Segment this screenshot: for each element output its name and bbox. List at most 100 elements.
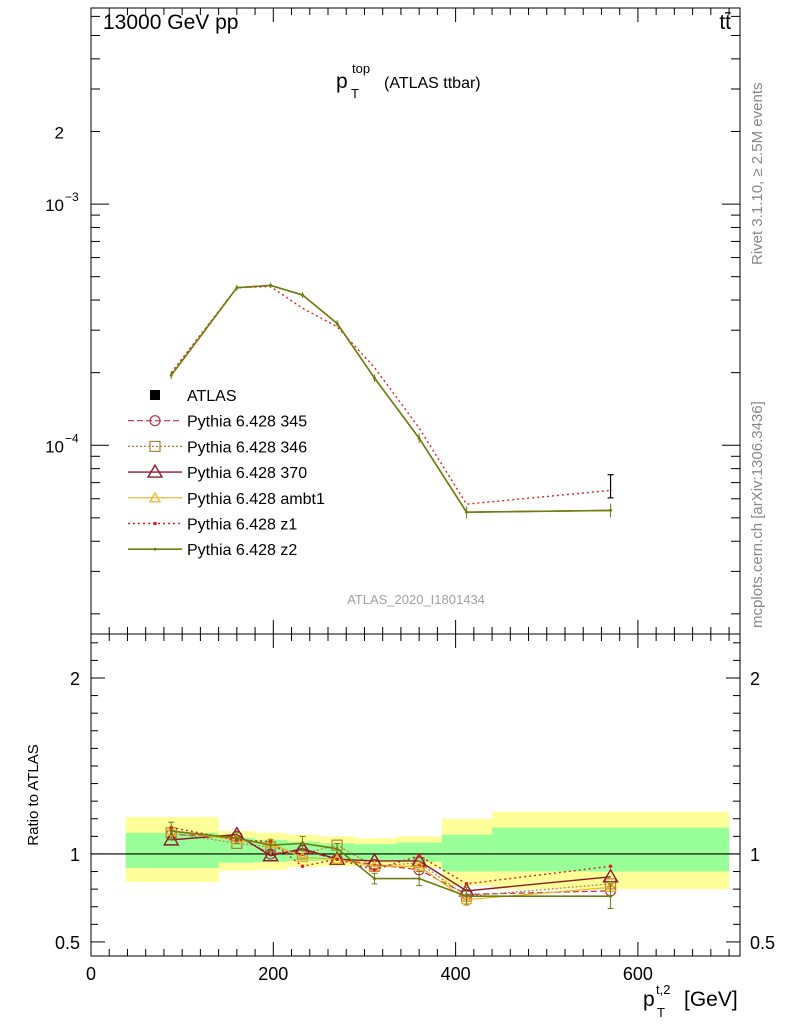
x-tick-label: 0 <box>86 964 96 984</box>
chart-title: p <box>336 70 348 93</box>
chart-title-superscript: top <box>352 61 370 76</box>
marker-z2 <box>269 843 273 847</box>
marker-ambt1 <box>331 852 344 864</box>
marker-z1 <box>335 857 339 862</box>
ratio-y-tick-label: 2 <box>70 669 80 689</box>
inner-uncertainty-band <box>492 827 730 872</box>
marker-p370 <box>162 831 180 846</box>
ratio-series-z1 <box>169 825 613 886</box>
rivet-version-label: Rivet 3.1.10, ≥ 2.5M events <box>749 83 766 266</box>
ratio-y-tick-label: 0.5 <box>55 933 80 953</box>
marker-z2 <box>335 321 339 325</box>
legend-entry-p370: Pythia 6.428 370 <box>128 463 307 482</box>
inner-uncertainty-band <box>396 842 442 862</box>
x-tick-label: 600 <box>623 964 653 984</box>
marker-z2 <box>465 894 469 898</box>
ratio-y-tick-label-right: 2 <box>750 669 760 689</box>
legend-label: Pythia 6.428 ambt1 <box>187 491 325 508</box>
marker-p345 <box>149 415 161 427</box>
ratio-uncertainty-bands <box>125 811 730 890</box>
marker-z2 <box>235 286 239 290</box>
chart-title-rest: (ATLAS ttbar) <box>384 75 481 92</box>
ratio-series-z2 <box>168 821 614 909</box>
marker-z2 <box>153 547 157 551</box>
marker-z2 <box>609 508 613 512</box>
marker-p370 <box>146 463 164 478</box>
ratio-y-tick-label: 1 <box>70 845 80 865</box>
marker-p370 <box>328 850 346 865</box>
marker-z1 <box>300 864 305 869</box>
legend-label: ATLAS <box>187 388 237 405</box>
y-tick-label-exponent: −3 <box>65 190 79 204</box>
legend-label: Pythia 6.428 z2 <box>187 542 297 559</box>
marker-z2 <box>417 877 421 881</box>
chart-title-main: p <box>336 70 348 93</box>
ratio-axes: 0 200 400 600 0.5 0.5 1 1 2 2 <box>55 634 775 984</box>
marker-z2 <box>465 510 469 514</box>
marker-z2 <box>169 373 173 377</box>
legend-entry-z1: Pythia 6.428 z1 <box>128 517 297 534</box>
legend-label: Pythia 6.428 345 <box>187 414 307 431</box>
beam-energy-label: 13000 GeV pp <box>103 11 238 34</box>
legend-entry-p345: Pythia 6.428 345 <box>128 414 307 431</box>
marker-z1 <box>417 853 421 858</box>
ratio-y-tick-label-right: 0.5 <box>750 933 775 953</box>
y-tick-label: 2 <box>55 123 64 142</box>
x-tick-label: 200 <box>258 964 288 984</box>
legend-entry-ambt1: Pythia 6.428 ambt1 <box>128 491 325 508</box>
process-label: tt̄ <box>719 11 731 34</box>
ratio-series-group <box>162 821 619 909</box>
analysis-watermark: ATLAS_2020_I1801434 <box>347 592 485 607</box>
ratio-panel-frame <box>90 633 741 957</box>
marker-z2 <box>417 436 421 440</box>
inner-uncertainty-band <box>355 844 397 861</box>
main-series-ATLAS <box>607 474 614 499</box>
marker-z2 <box>372 376 376 380</box>
legend-entry-ATLAS: ATLAS <box>150 388 237 405</box>
marker-ambt1 <box>148 491 162 503</box>
marker-p370 <box>262 847 279 862</box>
chart-title-subscript: T <box>351 86 359 101</box>
x-tick-label: 400 <box>441 964 471 984</box>
main-series-group <box>169 282 614 519</box>
marker-ambt1 <box>413 860 426 871</box>
ratio-y-axis-label: Ratio to ATLAS <box>25 744 42 845</box>
marker-z2 <box>335 847 339 851</box>
marker-z1 <box>153 521 157 526</box>
x-axis-label-units: [GeV] <box>684 988 738 1011</box>
marker-z2 <box>372 877 376 881</box>
legend-marker-ATLAS <box>150 390 160 400</box>
legend-entry-z2: Pythia 6.428 z2 <box>128 542 297 559</box>
main-y-axis: 210−310−4 <box>45 8 740 634</box>
legend-entry-p346: Pythia 6.428 346 <box>128 439 307 456</box>
marker-z2 <box>169 829 173 833</box>
main-series-z2 <box>169 282 613 519</box>
x-axis-label-superscript: t,2 <box>656 982 670 997</box>
marker-z1 <box>464 882 469 886</box>
ratio-y-tick-label-right: 1 <box>750 845 760 865</box>
marker-z2 <box>300 841 304 845</box>
marker-z2 <box>609 894 613 898</box>
legend: ATLAS Pythia 6.428 345 Pythia 6.428 346 Pyt… <box>128 388 325 559</box>
y-tick-label-exponent: −4 <box>65 431 79 445</box>
marker-z1 <box>608 864 613 869</box>
y-tick-label: 10 <box>45 196 64 215</box>
marker-z1 <box>372 867 377 872</box>
x-axis-label-subscript: T <box>657 1005 665 1020</box>
marker-z2 <box>269 283 273 287</box>
x-axis-label-main: p <box>643 988 655 1011</box>
legend-label: Pythia 6.428 370 <box>187 465 307 482</box>
marker-ambt1 <box>296 851 309 863</box>
y-tick-label: 10 <box>45 437 64 456</box>
inner-uncertainty-band <box>286 841 319 861</box>
marker-z2 <box>300 293 304 297</box>
legend-label: Pythia 6.428 346 <box>187 439 307 456</box>
marker-p346 <box>149 440 161 452</box>
main-panel: 210−310−4 p top T (ATLAS ttbar) ATLAS_20… <box>45 7 741 635</box>
main-panel-frame <box>90 7 741 635</box>
inner-uncertainty-band <box>125 832 219 869</box>
legend-label: Pythia 6.428 z1 <box>187 517 297 534</box>
inner-uncertainty-band <box>441 834 493 872</box>
